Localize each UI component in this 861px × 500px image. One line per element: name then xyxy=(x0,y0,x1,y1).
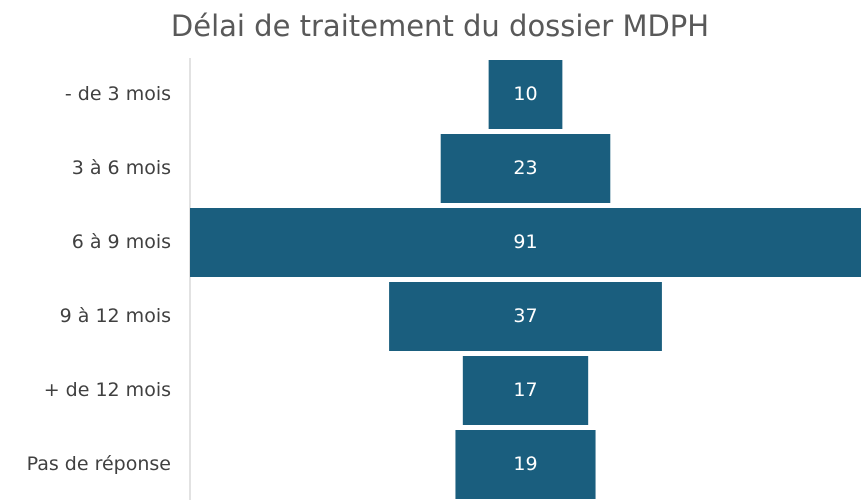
category-label: Pas de réponse xyxy=(27,453,171,475)
data-label: 10 xyxy=(513,83,537,105)
chart-title: Délai de traitement du dossier MDPH xyxy=(171,9,709,43)
data-label: 23 xyxy=(513,157,537,179)
data-label: 17 xyxy=(513,379,537,401)
funnel-bar xyxy=(455,430,596,499)
category-label: - de 3 mois xyxy=(65,83,171,105)
data-label: 91 xyxy=(513,231,537,253)
category-label: 3 à 6 mois xyxy=(72,157,171,179)
funnel-bar xyxy=(190,208,861,277)
data-label: 19 xyxy=(513,453,537,475)
data-label: 37 xyxy=(513,305,537,327)
funnel-bar xyxy=(488,60,563,129)
funnel-bar xyxy=(440,134,611,203)
category-label: 9 à 12 mois xyxy=(60,305,171,327)
category-label: 6 à 9 mois xyxy=(72,231,171,253)
funnel-bar xyxy=(389,282,662,351)
funnel-bar xyxy=(462,356,589,425)
category-label: + de 12 mois xyxy=(44,379,171,401)
